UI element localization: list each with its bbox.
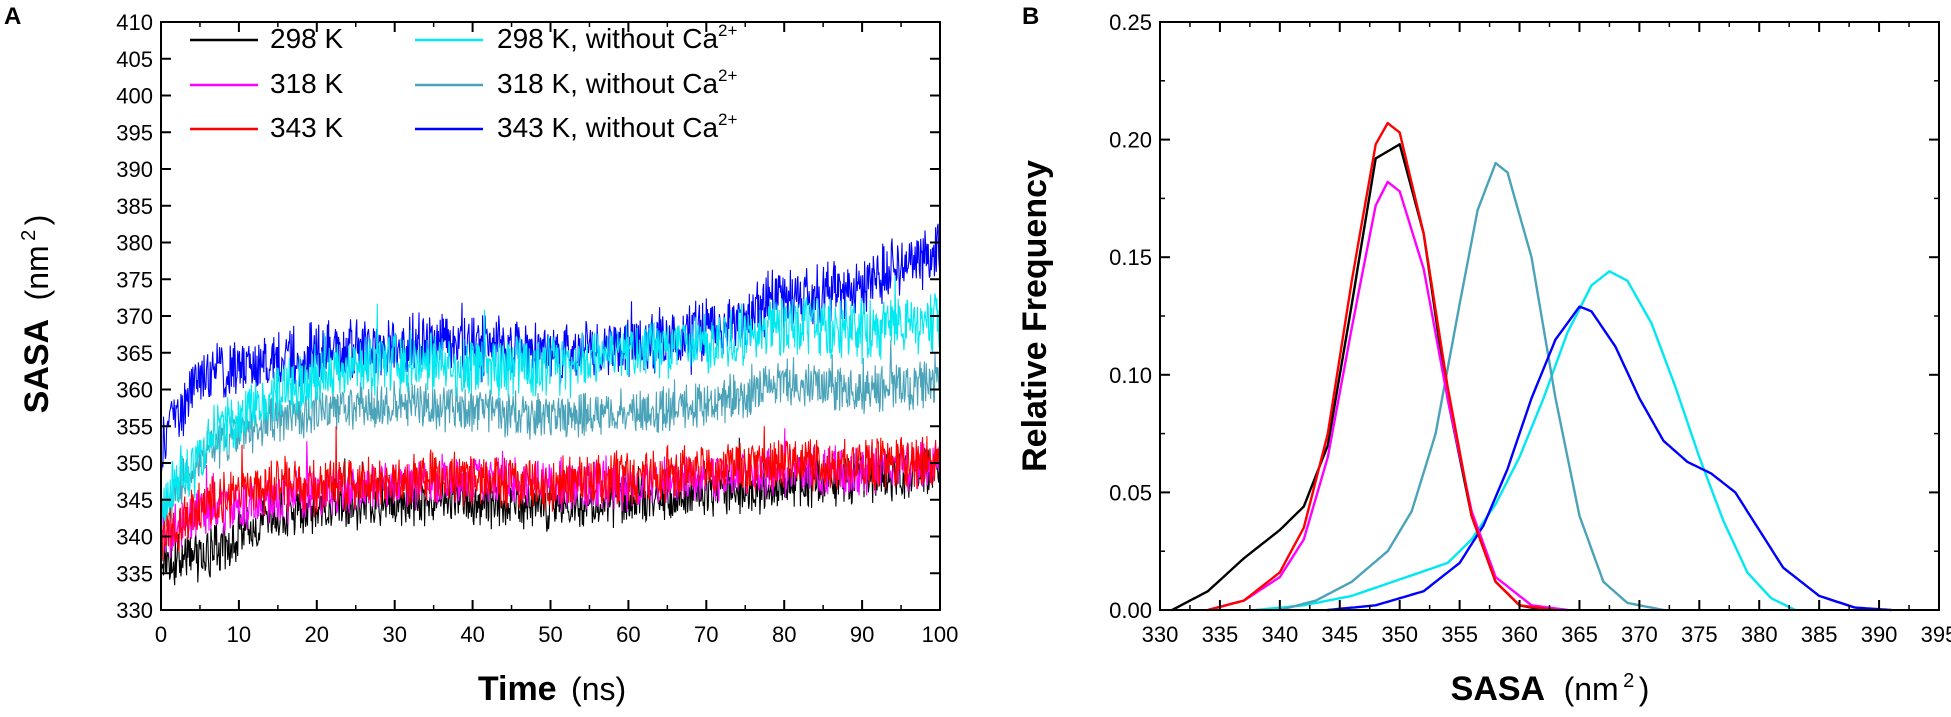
distribution-343-k-curve bbox=[1206, 121, 1557, 612]
y-tick-label: 0.10 bbox=[1109, 363, 1152, 388]
y-tick-label: 395 bbox=[116, 120, 153, 145]
x-tick-label: 375 bbox=[1681, 622, 1718, 647]
y-tick-label: 380 bbox=[116, 231, 153, 256]
series-343-k-line bbox=[160, 426, 941, 562]
y-tick-label: 400 bbox=[116, 84, 153, 109]
x-tick-label: 395 bbox=[1921, 622, 1951, 647]
x-tick-label: 90 bbox=[850, 622, 874, 647]
y-tick-label: 365 bbox=[116, 341, 153, 366]
legend-label: 343 K, without Ca2+ bbox=[497, 110, 737, 143]
x-tick-label: 380 bbox=[1741, 622, 1778, 647]
y-tick-label: 405 bbox=[116, 47, 153, 72]
x-tick-label: 365 bbox=[1561, 622, 1598, 647]
legend-label-text: 343 K bbox=[270, 112, 343, 143]
y-tick-label: 360 bbox=[116, 378, 153, 403]
x-tick-label: 350 bbox=[1381, 622, 1418, 647]
panel-b-y-ticks: 0.00 0.05 0.10 0.15 0.20 0.25 bbox=[1109, 10, 1939, 623]
distribution-298-k-curve bbox=[1170, 143, 1545, 612]
legend-label: 298 K bbox=[270, 23, 343, 54]
panel-a-y-label: SASA (nm 2 ) bbox=[18, 215, 56, 414]
panel-b-plot-area bbox=[1170, 121, 1893, 612]
x-tick-label: 390 bbox=[1861, 622, 1898, 647]
legend-label: 318 K, without Ca2+ bbox=[497, 66, 737, 99]
y-tick-label: 350 bbox=[116, 451, 153, 476]
distribution-343-k-without-ca2--curve bbox=[1326, 305, 1893, 612]
y-tick-label: 330 bbox=[116, 598, 153, 623]
y-tick-label: 355 bbox=[116, 414, 153, 439]
legend-label-text: 318 K, without Ca bbox=[497, 68, 718, 99]
x-tick-label: 0 bbox=[155, 622, 167, 647]
panel-a-label: A bbox=[4, 3, 21, 30]
distribution-298-k-without-ca2--curve bbox=[1254, 270, 1797, 612]
panel-a-plot-area bbox=[160, 223, 941, 586]
x-tick-label: 370 bbox=[1621, 622, 1658, 647]
panel-b-x-ticks: 330 335 340 345 350 355 360 365 370 375 380 385 390 3… bbox=[1142, 22, 1951, 647]
panel-b-label: B bbox=[1022, 3, 1039, 30]
legend-label-text: 343 K, without Ca bbox=[497, 112, 718, 143]
x-tick-label: 70 bbox=[694, 622, 718, 647]
y-tick-label: 0.00 bbox=[1109, 598, 1152, 623]
x-tick-label: 20 bbox=[305, 622, 329, 647]
y-tick-label: 335 bbox=[116, 561, 153, 586]
y-tick-label: 0.20 bbox=[1109, 128, 1152, 153]
y-tick-label: 0.05 bbox=[1109, 480, 1152, 505]
y-tick-label: 375 bbox=[116, 267, 153, 292]
panel-b-frame bbox=[1159, 21, 1940, 611]
series-298-k-without-ca-no-ca-line bbox=[160, 275, 941, 522]
x-tick-label: 50 bbox=[538, 622, 562, 647]
y-tick-label: 390 bbox=[116, 157, 153, 182]
x-tick-label: 335 bbox=[1202, 622, 1239, 647]
panel-a-x-label: Time (ns) bbox=[478, 670, 626, 708]
legend-label-text: 318 K bbox=[270, 68, 343, 99]
x-tick-label: 345 bbox=[1321, 622, 1358, 647]
panel-a-y-label-unit-sup: 2 bbox=[18, 230, 40, 241]
panel-b: B 330 335 340 345 350 355 360 365 370 375 380 385 39… bbox=[1016, 3, 1951, 708]
y-tick-label: 0.15 bbox=[1109, 245, 1152, 270]
x-tick-label: 80 bbox=[772, 622, 796, 647]
panel-a: A 0 10 20 30 40 50 60 70 80 90 100 330 335 340 345 350… bbox=[4, 3, 958, 708]
panel-a-y-label-main: SASA bbox=[18, 319, 56, 413]
x-tick-label: 30 bbox=[382, 622, 406, 647]
legend-label-superscript: 2+ bbox=[718, 110, 737, 129]
distribution-318-k-without-ca2--curve bbox=[1278, 161, 1665, 612]
x-tick-label: 360 bbox=[1501, 622, 1538, 647]
y-tick-label: 370 bbox=[116, 304, 153, 329]
y-tick-label: 0.25 bbox=[1109, 10, 1152, 35]
legend-label-superscript: 2+ bbox=[718, 21, 737, 40]
panel-b-x-label-unit-sup: 2 bbox=[1623, 670, 1634, 692]
panel-a-x-label-main: Time bbox=[478, 670, 557, 708]
x-tick-label: 355 bbox=[1441, 622, 1478, 647]
legend-label: 318 K bbox=[270, 68, 343, 99]
panel-b-x-label: SASA (nm 2 ) bbox=[1451, 670, 1650, 708]
panel-b-x-label-main: SASA bbox=[1451, 670, 1545, 708]
x-tick-label: 330 bbox=[1142, 622, 1179, 647]
y-tick-label: 410 bbox=[116, 10, 153, 35]
x-tick-label: 340 bbox=[1261, 622, 1298, 647]
legend-label: 343 K bbox=[270, 112, 343, 143]
y-tick-label: 340 bbox=[116, 525, 153, 550]
panel-b-x-label-unit-post: ) bbox=[1639, 671, 1650, 707]
legend-label-superscript: 2+ bbox=[718, 66, 737, 85]
panel-b-x-label-unit-pre: (nm bbox=[1564, 671, 1619, 707]
series-318-k-without-ca-no-ca-line bbox=[160, 340, 941, 527]
panel-a-y-label-unit-pre: (nm bbox=[19, 245, 55, 300]
y-tick-label: 345 bbox=[116, 488, 153, 513]
x-tick-label: 40 bbox=[460, 622, 484, 647]
legend-label: 298 K, without Ca2+ bbox=[497, 21, 737, 54]
panel-a-x-ticks: 0 10 20 30 40 50 60 70 80 90 100 bbox=[155, 22, 958, 647]
legend-label-text: 298 K, without Ca bbox=[497, 23, 718, 54]
x-tick-label: 10 bbox=[227, 622, 251, 647]
panel-a-y-ticks: 330 335 340 345 350 355 360 365 370 375 380 385 390 3… bbox=[116, 10, 940, 623]
panel-a-x-label-unit: (ns) bbox=[571, 671, 626, 707]
x-tick-label: 60 bbox=[616, 622, 640, 647]
distribution-318-k-curve bbox=[1206, 180, 1569, 612]
legend-label-text: 298 K bbox=[270, 23, 343, 54]
panel-a-y-label-unit-post: ) bbox=[19, 215, 55, 226]
x-tick-label: 100 bbox=[922, 622, 959, 647]
panel-b-y-label: Relative Frequency bbox=[1016, 160, 1054, 472]
x-tick-label: 385 bbox=[1801, 622, 1838, 647]
y-tick-label: 385 bbox=[116, 194, 153, 219]
